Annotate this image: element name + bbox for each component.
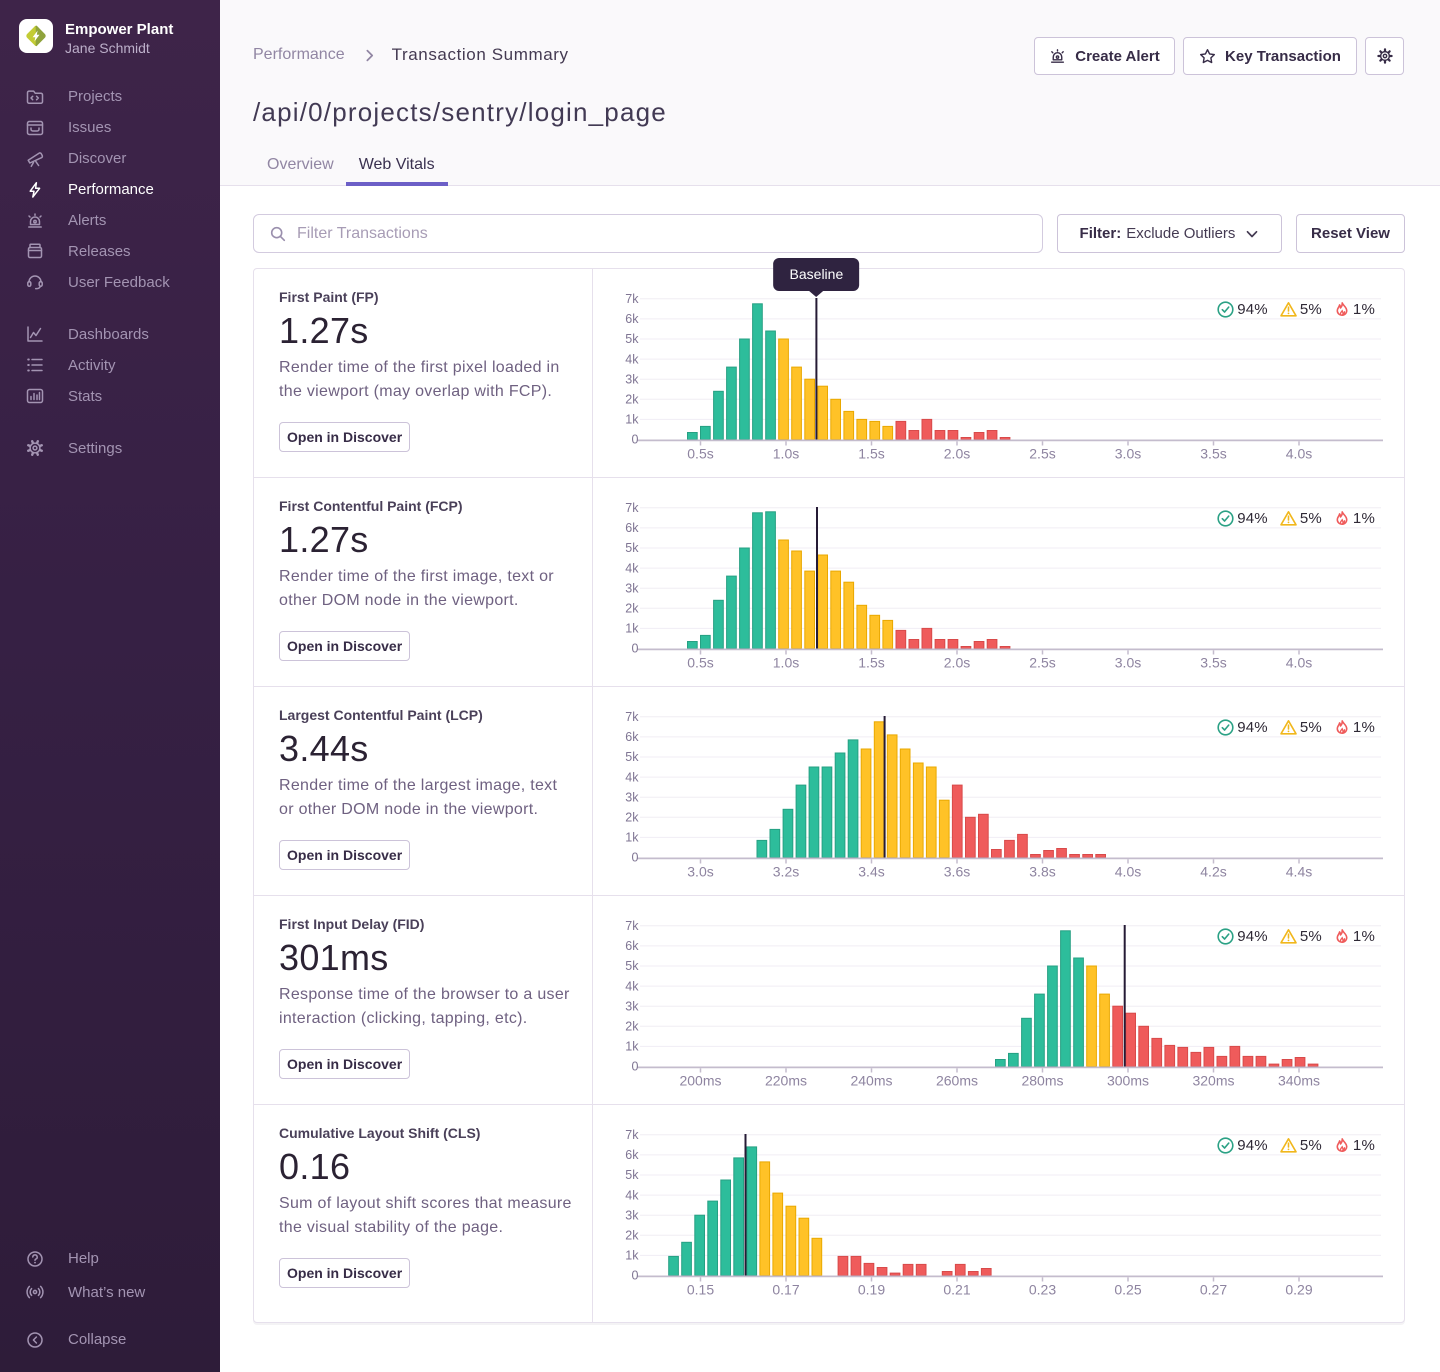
svg-text:5k: 5k — [625, 750, 639, 764]
svg-text:3.0s: 3.0s — [1115, 446, 1141, 462]
svg-text:7k: 7k — [625, 1128, 639, 1142]
svg-text:320ms: 320ms — [1192, 1073, 1234, 1089]
svg-text:3k: 3k — [625, 581, 639, 595]
svg-text:0.27: 0.27 — [1200, 1282, 1227, 1298]
svg-text:4.0s: 4.0s — [1115, 864, 1141, 880]
svg-text:3.4s: 3.4s — [858, 864, 884, 880]
svg-text:3.5s: 3.5s — [1200, 655, 1226, 671]
svg-text:4.4s: 4.4s — [1286, 864, 1312, 880]
svg-text:340ms: 340ms — [1278, 1073, 1320, 1089]
svg-text:0.21: 0.21 — [943, 1282, 970, 1298]
svg-text:0.5s: 0.5s — [687, 446, 713, 462]
svg-text:0.25: 0.25 — [1114, 1282, 1141, 1298]
svg-text:0: 0 — [632, 1060, 639, 1074]
svg-text:300ms: 300ms — [1107, 1073, 1149, 1089]
svg-text:4k: 4k — [625, 770, 639, 784]
svg-text:3.5s: 3.5s — [1200, 446, 1226, 462]
svg-text:4k: 4k — [625, 979, 639, 993]
svg-text:6k: 6k — [625, 939, 639, 953]
svg-text:7k: 7k — [625, 919, 639, 933]
svg-text:0.17: 0.17 — [772, 1282, 799, 1298]
svg-text:240ms: 240ms — [850, 1073, 892, 1089]
svg-text:5k: 5k — [625, 541, 639, 555]
svg-text:0.29: 0.29 — [1285, 1282, 1312, 1298]
svg-text:4k: 4k — [625, 561, 639, 575]
svg-text:1k: 1k — [625, 413, 639, 427]
svg-text:7k: 7k — [625, 292, 639, 306]
svg-text:4.2s: 4.2s — [1200, 864, 1226, 880]
svg-text:3k: 3k — [625, 790, 639, 804]
svg-text:3.0s: 3.0s — [1115, 655, 1141, 671]
svg-text:2k: 2k — [625, 393, 639, 407]
svg-text:0.15: 0.15 — [687, 1282, 714, 1298]
svg-text:0.23: 0.23 — [1029, 1282, 1056, 1298]
svg-text:5k: 5k — [625, 332, 639, 346]
svg-text:200ms: 200ms — [679, 1073, 721, 1089]
svg-text:5k: 5k — [625, 1168, 639, 1182]
svg-text:1.0s: 1.0s — [773, 655, 799, 671]
svg-text:2.5s: 2.5s — [1029, 446, 1055, 462]
svg-text:7k: 7k — [625, 710, 639, 724]
svg-text:2.5s: 2.5s — [1029, 655, 1055, 671]
svg-text:3.6s: 3.6s — [944, 864, 970, 880]
svg-text:2k: 2k — [625, 1020, 639, 1034]
svg-text:3.2s: 3.2s — [773, 864, 799, 880]
svg-text:2.0s: 2.0s — [944, 446, 970, 462]
svg-text:220ms: 220ms — [765, 1073, 807, 1089]
svg-text:1.5s: 1.5s — [858, 655, 884, 671]
svg-text:4.0s: 4.0s — [1286, 446, 1312, 462]
svg-text:3.0s: 3.0s — [687, 864, 713, 880]
svg-text:0: 0 — [632, 851, 639, 865]
svg-text:4.0s: 4.0s — [1286, 655, 1312, 671]
svg-text:3k: 3k — [625, 372, 639, 386]
svg-text:4k: 4k — [625, 352, 639, 366]
svg-text:1k: 1k — [625, 622, 639, 636]
svg-text:2k: 2k — [625, 602, 639, 616]
svg-text:2k: 2k — [625, 1229, 639, 1243]
svg-text:4k: 4k — [625, 1188, 639, 1202]
svg-text:3k: 3k — [625, 1208, 639, 1222]
svg-text:0.5s: 0.5s — [687, 655, 713, 671]
svg-text:6k: 6k — [625, 730, 639, 744]
svg-text:6k: 6k — [625, 521, 639, 535]
svg-text:2.0s: 2.0s — [944, 655, 970, 671]
svg-text:260ms: 260ms — [936, 1073, 978, 1089]
svg-text:3k: 3k — [625, 999, 639, 1013]
svg-text:0: 0 — [632, 1269, 639, 1283]
svg-text:6k: 6k — [625, 312, 639, 326]
svg-text:0: 0 — [632, 433, 639, 447]
svg-text:5k: 5k — [625, 959, 639, 973]
svg-text:0: 0 — [632, 642, 639, 656]
svg-text:7k: 7k — [625, 501, 639, 515]
svg-text:1.5s: 1.5s — [858, 446, 884, 462]
svg-text:1k: 1k — [625, 831, 639, 845]
svg-text:1k: 1k — [625, 1040, 639, 1054]
svg-text:3.8s: 3.8s — [1029, 864, 1055, 880]
svg-text:280ms: 280ms — [1021, 1073, 1063, 1089]
svg-text:1.0s: 1.0s — [773, 446, 799, 462]
svg-text:1k: 1k — [625, 1249, 639, 1263]
svg-text:6k: 6k — [625, 1148, 639, 1162]
svg-text:0.19: 0.19 — [858, 1282, 885, 1298]
svg-text:2k: 2k — [625, 811, 639, 825]
